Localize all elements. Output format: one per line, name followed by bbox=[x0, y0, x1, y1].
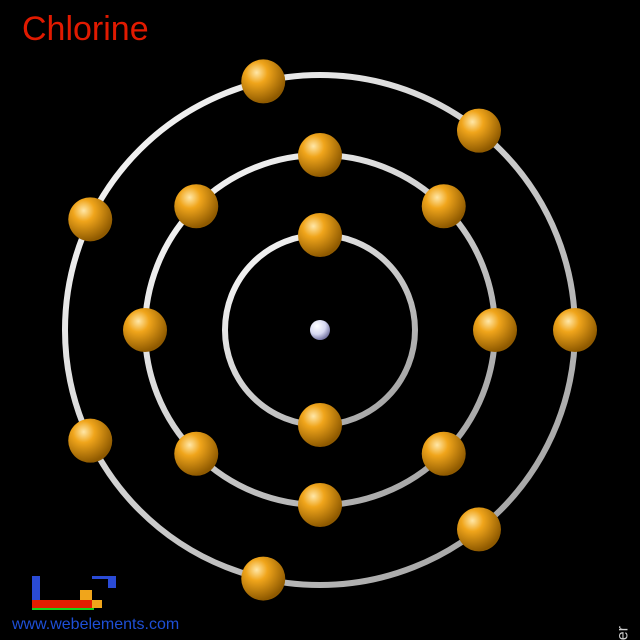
electron bbox=[298, 133, 342, 177]
webelements-logo bbox=[32, 576, 116, 610]
copyright-text: © Mark Winter bbox=[614, 626, 632, 640]
electron bbox=[241, 557, 285, 601]
electron bbox=[457, 109, 501, 153]
electron bbox=[68, 419, 112, 463]
electron bbox=[174, 184, 218, 228]
electron bbox=[298, 483, 342, 527]
atom-diagram bbox=[0, 0, 640, 640]
electron bbox=[457, 507, 501, 551]
electron bbox=[422, 184, 466, 228]
element-title: Chlorine bbox=[22, 10, 149, 49]
nucleus bbox=[310, 320, 330, 340]
electron bbox=[68, 197, 112, 241]
electron bbox=[174, 432, 218, 476]
electron bbox=[553, 308, 597, 352]
electron bbox=[241, 59, 285, 103]
electron bbox=[123, 308, 167, 352]
electron bbox=[422, 432, 466, 476]
source-url: www.webelements.com bbox=[12, 616, 179, 634]
electron bbox=[298, 213, 342, 257]
electron bbox=[473, 308, 517, 352]
electron bbox=[298, 403, 342, 447]
